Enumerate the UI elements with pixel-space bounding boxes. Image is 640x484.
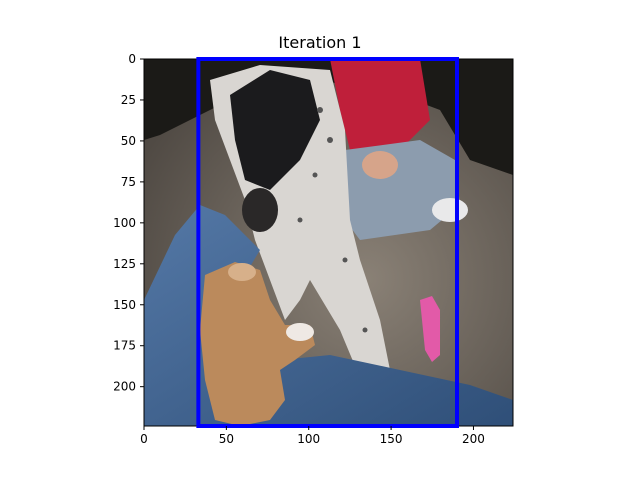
- y-tick-label: 200: [113, 380, 136, 394]
- y-tick-label: 0: [128, 52, 136, 66]
- photo-image: [143, 58, 514, 427]
- x-tick-label: 200: [462, 432, 485, 446]
- x-tick-label: 0: [140, 432, 148, 446]
- y-tick-label: 125: [113, 257, 136, 271]
- y-tick-label: 75: [121, 175, 136, 189]
- x-tick-label: 100: [297, 432, 320, 446]
- y-tick-label: 150: [113, 298, 136, 312]
- y-axis: 0 25 50 75 100 125 150 175 200: [113, 52, 144, 394]
- x-tick-label: 150: [380, 432, 403, 446]
- bounding-box: [196, 57, 459, 428]
- y-tick-label: 175: [113, 339, 136, 353]
- x-tick-label: 50: [219, 432, 234, 446]
- x-axis: 0 50 100 150 200: [140, 426, 485, 446]
- y-tick-label: 100: [113, 216, 136, 230]
- y-tick-label: 50: [121, 134, 136, 148]
- plot-title: Iteration 1: [278, 33, 362, 52]
- y-tick-label: 25: [121, 93, 136, 107]
